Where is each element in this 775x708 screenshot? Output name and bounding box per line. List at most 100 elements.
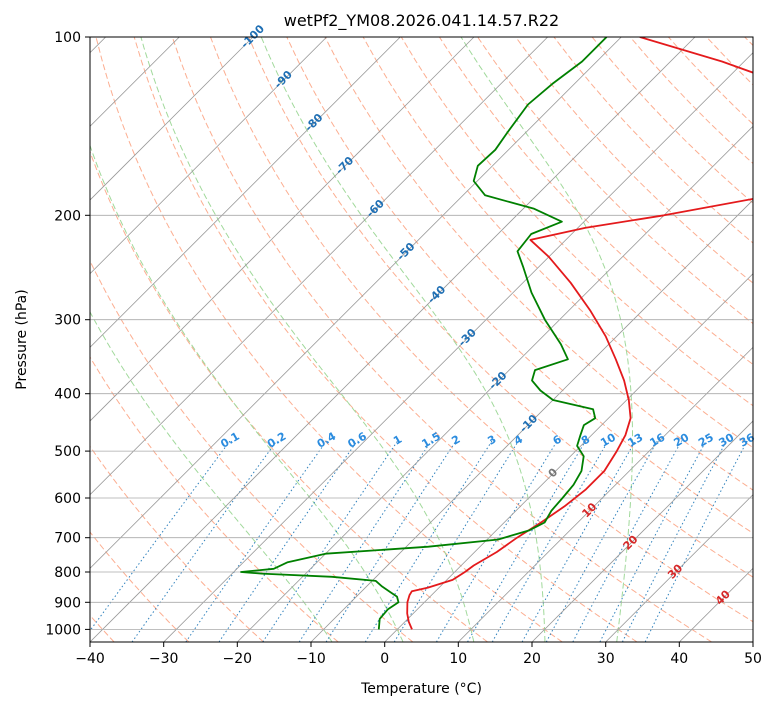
x-tick-label: −10: [296, 651, 326, 667]
mixing-ratio-line: [435, 440, 558, 642]
axis-ticks: −40 −30 −20 −10 0 10 20 30 40 50 1000 900 800 700 600 5…: [45, 30, 762, 667]
mixing-ratio-label: 25: [696, 431, 716, 450]
isotherm-line: [90, 37, 622, 569]
isotherm-line: [90, 37, 327, 275]
isotherm-label: 40: [713, 587, 733, 607]
mixing-ratio-label: 1: [391, 433, 404, 448]
dry-adiabat-line: [248, 37, 753, 578]
mixing-ratio-label: 13: [625, 431, 645, 450]
dry-adiabat-line: [553, 37, 753, 244]
dry-adiabat-line: [90, 445, 264, 642]
mixing-ratio-line: [545, 440, 659, 642]
temperature-line: [406, 37, 753, 630]
moist-adiabat-line: [260, 37, 546, 642]
dry-adiabat-line: [591, 37, 753, 204]
isotherm-label: 10: [579, 500, 599, 520]
moist-adiabat-line: [90, 144, 404, 642]
isotherm-line: [90, 37, 696, 642]
mixing-ratio-line: [491, 440, 609, 642]
mixing-ratio-line: [393, 440, 520, 642]
mixing-ratio-label: 20: [672, 431, 692, 450]
mixing-ratio-line: [262, 440, 399, 642]
dry-adiabat-line: [171, 37, 712, 642]
dry-adiabat-line: [438, 37, 753, 366]
dry-adiabat-line: [133, 37, 638, 642]
mixing-ratio-line: [90, 440, 231, 632]
mixing-ratio-line: [572, 440, 683, 642]
x-tick-label: 20: [523, 651, 541, 667]
plot-frame: [89, 36, 754, 643]
dry-adiabat-line: [400, 37, 753, 407]
isotherm-line: [90, 37, 254, 201]
x-tick-label: −30: [149, 651, 179, 667]
x-tick-label: 50: [744, 651, 762, 667]
dry-adiabat-line: [668, 37, 753, 125]
isotherm-line: [531, 420, 753, 642]
y-tick-label: 400: [54, 387, 81, 403]
isotherm-label: 30: [665, 561, 685, 581]
y-tick-label: 1000: [45, 622, 81, 638]
y-tick-label: 900: [54, 595, 81, 611]
mixing-ratio-label: 1.5: [420, 430, 443, 451]
mixing-ratio-line: [131, 440, 278, 642]
dry-adiabat-line: [90, 531, 190, 642]
x-tick-label: −20: [223, 651, 253, 667]
isotherm-line: [163, 52, 753, 642]
y-tick-label: 200: [54, 208, 81, 224]
isotherm-line: [90, 37, 401, 348]
mixing-ratio-line: [644, 440, 748, 642]
dry-adiabat-line: [744, 37, 753, 47]
x-tick-label: 30: [597, 651, 615, 667]
y-tick-label: 700: [54, 531, 81, 547]
y-tick-label: 800: [54, 565, 81, 581]
dry-adiabat-line: [706, 37, 753, 86]
y-tick-label: 300: [54, 313, 81, 329]
isotherm-line: [310, 199, 753, 642]
isotherm-line: [605, 494, 753, 642]
isotherm-label: -70: [333, 154, 356, 177]
mixing-ratio-label: 0.1: [218, 430, 241, 451]
isotherm-line: [752, 641, 753, 642]
x-tick-label: 40: [670, 651, 688, 667]
y-tick-label: 100: [54, 30, 81, 46]
isotherm-label: -50: [394, 240, 417, 263]
dry-adiabat-line: [95, 37, 563, 642]
mixing-ratio-label: 4: [512, 432, 525, 447]
y-tick-label: 600: [54, 491, 81, 507]
isotherm-label: -10: [517, 412, 540, 435]
mixing-ratio-label: 3: [485, 433, 498, 448]
isotherm-label: -20: [486, 369, 509, 392]
mixing-ratio-label: 0.4: [315, 429, 339, 450]
mixing-ratio-label: 16: [647, 431, 667, 450]
isotherm-line: [90, 37, 475, 422]
isotherm-label: -40: [425, 283, 448, 306]
dry-adiabat-line: [210, 37, 753, 623]
isotherm-label: -90: [272, 68, 295, 91]
sounding-series: [240, 37, 753, 630]
mixing-ratio-line: [325, 440, 457, 642]
mixing-ratio-label: 6: [551, 432, 564, 447]
x-tick-label: 0: [380, 651, 389, 667]
moist-adiabat-line: [140, 37, 475, 642]
y-axis-label: Pressure (hPa): [14, 289, 30, 389]
dewpoint-line: [240, 37, 608, 630]
mixing-ratio-line: [521, 440, 637, 642]
x-tick-label: −40: [75, 651, 105, 667]
dry-adiabat-line: [90, 150, 488, 642]
y-tick-label: 500: [54, 444, 81, 460]
mixing-ratio-label: 2: [449, 433, 462, 448]
background-reference-lines: [90, 37, 753, 642]
dry-adiabat-line: [515, 37, 753, 284]
line-annotations: -100-90-80-70-60-50-40-30-20-10010203040…: [218, 22, 757, 608]
moist-adiabat-line: [90, 310, 333, 642]
dry-adiabat-line: [90, 356, 339, 642]
isotherm-line: [237, 125, 753, 642]
isotherm-line: [458, 346, 753, 642]
isotherm-line: [679, 567, 753, 642]
isotherm-label: -80: [302, 111, 325, 134]
mixing-ratio-line: [185, 440, 328, 642]
x-tick-label: 10: [449, 651, 467, 667]
mixing-ratio-line: [298, 440, 432, 642]
mixing-ratio-line: [467, 440, 587, 642]
